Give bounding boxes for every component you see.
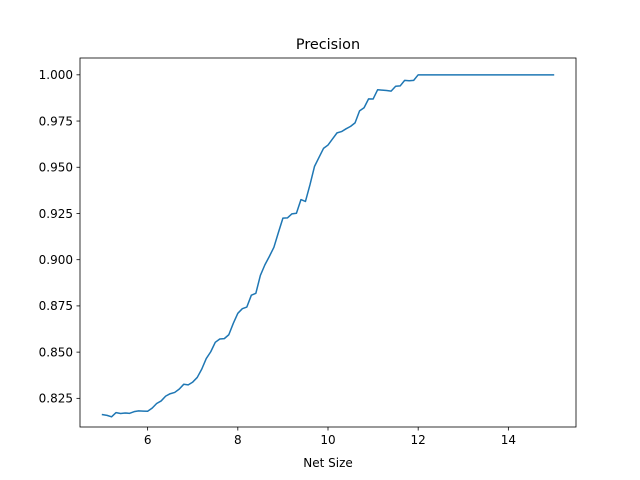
y-tick-label: 0.875 <box>39 299 73 313</box>
chart-title: Precision <box>296 37 360 53</box>
x-tick-label: 12 <box>411 433 426 447</box>
y-tick-label: 1.000 <box>39 68 73 82</box>
x-tick-label: 8 <box>234 433 242 447</box>
y-tick-label: 0.900 <box>39 253 73 267</box>
plot-area <box>101 74 555 418</box>
x-tick-label: 10 <box>320 433 335 447</box>
y-tick-label: 0.975 <box>39 114 73 128</box>
y-tick-label: 0.825 <box>39 392 73 406</box>
x-axis-label: Net Size <box>303 456 353 470</box>
y-tick-label: 0.925 <box>39 207 73 221</box>
y-tick-label: 0.850 <box>39 345 73 359</box>
y-axis: 0.825 0.850 0.875 0.900 0.925 0.950 0.975 1.000 <box>39 68 80 406</box>
y-tick-label: 0.950 <box>39 161 73 175</box>
x-tick-label: 14 <box>501 433 516 447</box>
x-tick-label: 6 <box>144 433 152 447</box>
x-axis: 6 8 10 12 14 <box>144 427 516 447</box>
